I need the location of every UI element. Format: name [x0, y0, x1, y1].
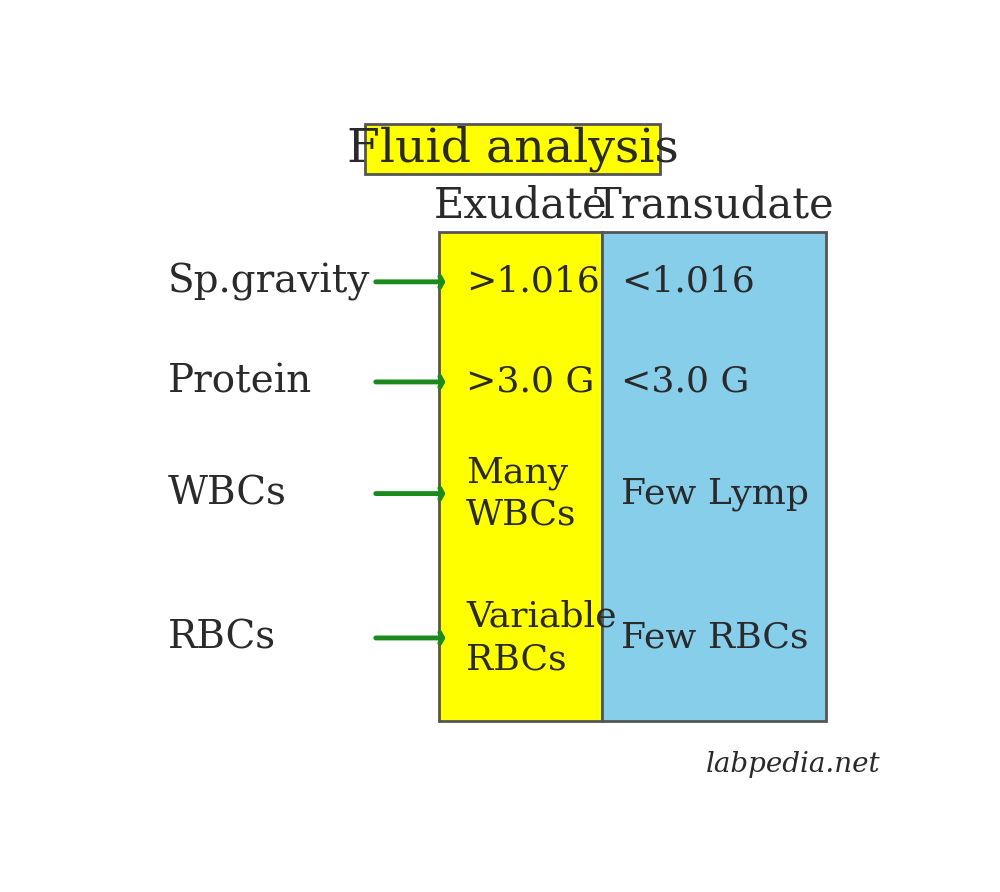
Text: Fluid analysis: Fluid analysis [347, 126, 678, 172]
Text: >1.016: >1.016 [466, 265, 600, 299]
Text: RBCs: RBCs [168, 619, 276, 657]
Text: Few RBCs: Few RBCs [621, 621, 808, 655]
Text: <3.0 G: <3.0 G [621, 365, 749, 399]
Text: labpedia.net: labpedia.net [706, 751, 881, 778]
Text: Variable
RBCs: Variable RBCs [466, 600, 617, 676]
Text: Exudate: Exudate [433, 185, 607, 227]
Text: <1.016: <1.016 [621, 265, 755, 299]
FancyBboxPatch shape [365, 124, 660, 174]
Text: Transudate: Transudate [594, 185, 834, 227]
Text: Sp.gravity: Sp.gravity [168, 263, 370, 301]
Text: Few Lymp: Few Lymp [621, 476, 809, 510]
Text: >3.0 G: >3.0 G [466, 365, 594, 399]
FancyBboxPatch shape [439, 232, 602, 721]
Text: Protein: Protein [168, 363, 312, 401]
Text: Many
WBCs: Many WBCs [466, 456, 576, 532]
Text: WBCs: WBCs [168, 475, 287, 512]
FancyBboxPatch shape [602, 232, 826, 721]
